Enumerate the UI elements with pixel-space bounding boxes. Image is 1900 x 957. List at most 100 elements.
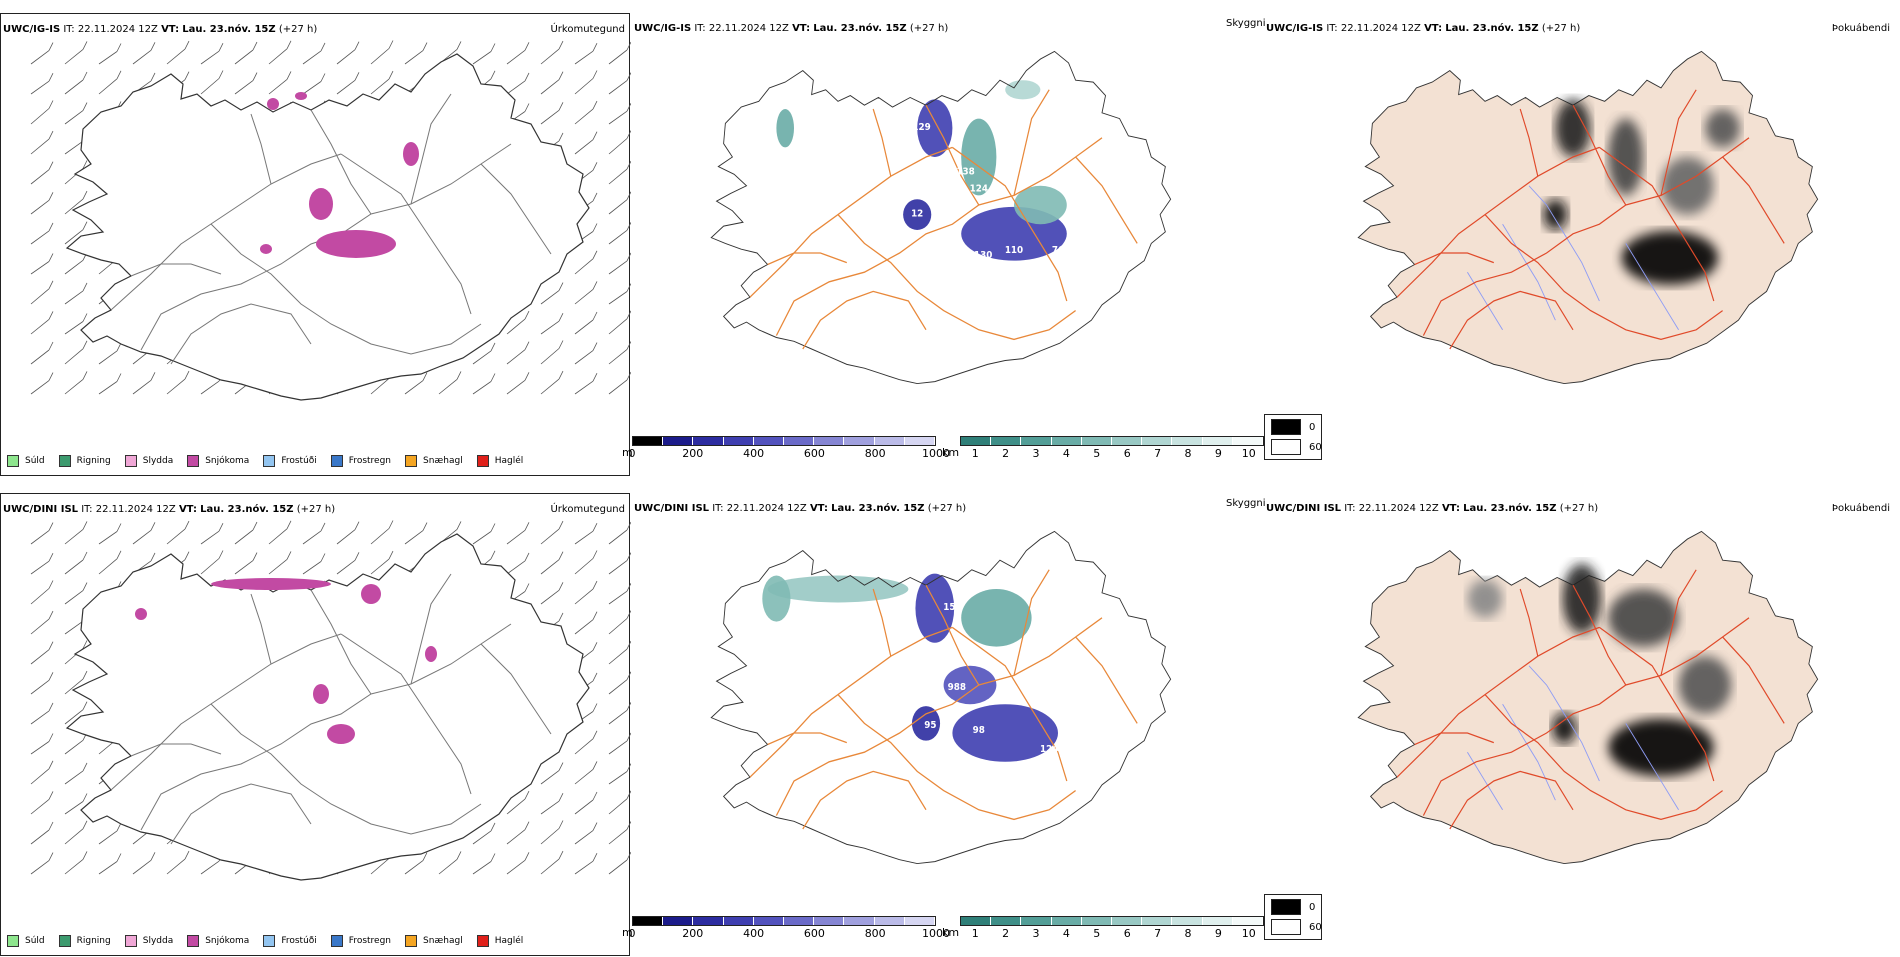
fog-light-swatch [1271,919,1301,935]
wind-barb [540,800,560,815]
road [480,643,552,735]
wind-barb-feather [626,552,631,561]
snowfall-area [425,646,437,662]
wind-barb [438,859,458,875]
wind-barb [506,560,526,575]
colorbar-box [663,917,694,925]
panel-title: Þokuábendi [1831,23,1890,34]
fog-area [1678,656,1732,714]
fog-area [1705,109,1741,148]
wind-barb-feather [252,72,258,81]
wind-barb-feather [184,370,190,380]
wind-barb [64,709,84,725]
river [1467,271,1503,331]
precip-type-panel-bottom: UWC/DINI ISL IT: 22.11.2024 12Z VT: Lau.… [0,493,631,956]
wind-barb [64,110,84,125]
wind-barb [574,830,594,845]
wind-barb [472,531,492,545]
fog-areas [1467,564,1732,777]
wind-barb-feather [626,72,631,81]
height-label: 12 [911,208,923,219]
wind-barb-feather [320,73,326,82]
wind-barb-feather [626,191,631,200]
precip-legend: Súld Rigning Slydda Snjókoma Frostúði Fr… [7,455,537,467]
height-colorbar: 0 200 400 600 800 1000 m [622,916,950,940]
wind-barb [608,229,628,245]
river [1467,751,1503,811]
colorbar-box [633,917,664,925]
wind-barb [166,858,186,875]
visibility-area [917,99,953,157]
colorbar-box [961,437,992,445]
wind-barb [30,380,50,395]
wind-barb-feather [82,313,88,322]
wind-barb [540,589,560,605]
visibility-colorbar: 1 2 3 4 5 6 7 8 9 10 km [942,916,1264,940]
wind-barb [506,529,526,545]
snowfall-area [267,98,279,110]
wind-barb-feather [626,371,631,381]
wind-barb-feather [626,702,631,711]
wind-barb [132,49,152,65]
wind-barb [30,138,50,155]
wind-barb [30,649,50,665]
road [1449,770,1574,830]
wind-barb [30,710,50,725]
wind-barb-feather [82,820,88,829]
wind-barb [30,349,50,365]
wind-barb-feather [592,223,598,232]
colorbar-box [1202,917,1233,925]
snjokoma-swatch [187,455,200,467]
colorbar-tick: 9 [1214,927,1222,940]
wind-barb-feather [82,582,88,591]
wind-barb [574,799,594,815]
road [410,93,452,205]
wind-barb [64,321,84,335]
wind-barb-feather [82,521,88,530]
wind-barb [506,318,526,335]
road [250,113,272,185]
slydda-swatch [124,455,137,467]
wind-barb-feather [320,42,326,52]
colorbar-tick: 8 [1184,927,1192,940]
wind-barb [608,138,628,155]
colorbar-box [844,437,875,445]
wind-barb-feather [592,342,598,351]
wind-barb-feather [82,851,88,860]
road [1572,104,1627,206]
snowfall-areas [260,92,419,258]
wind-barb [574,258,594,275]
height-label: 12 [1034,691,1046,702]
panel-title: Þokuábendi [1831,503,1890,514]
height-label: 153 [943,602,961,613]
wind-barb-feather [82,71,88,81]
wind-barb-feather [592,311,598,321]
panel-header: UWC/IG-IS IT: 22.11.2024 12Z VT: Lau. 23… [1266,23,1581,34]
wind-barb-feather [388,40,394,49]
wind-barb [30,741,50,755]
rivers [1467,665,1679,811]
frostregn-swatch [330,935,343,947]
road [1660,89,1697,196]
road [250,593,272,665]
panel-header: UWC/DINI ISL IT: 22.11.2024 12Z VT: Lau.… [634,503,967,514]
road [1396,146,1600,298]
height-label: 220 [1000,281,1018,292]
road [925,104,980,206]
wind-barb [302,561,322,575]
wind-barb [30,199,50,215]
iceland-outline [65,533,590,881]
suld-swatch [7,935,19,947]
wind-barb-feather [82,221,88,230]
wind-barb-feather [286,40,292,49]
map-content [1357,530,1819,865]
wind-barb [30,288,50,305]
colorbar-box [693,437,724,445]
wind-barb-feather [592,642,598,651]
iceland-landmass [1357,530,1819,865]
height-colorbar-boxes [632,436,936,446]
wind-barb-feather [558,282,564,291]
wind-barb [540,79,560,95]
wind-barb [64,678,84,695]
visibility-area [911,706,941,741]
